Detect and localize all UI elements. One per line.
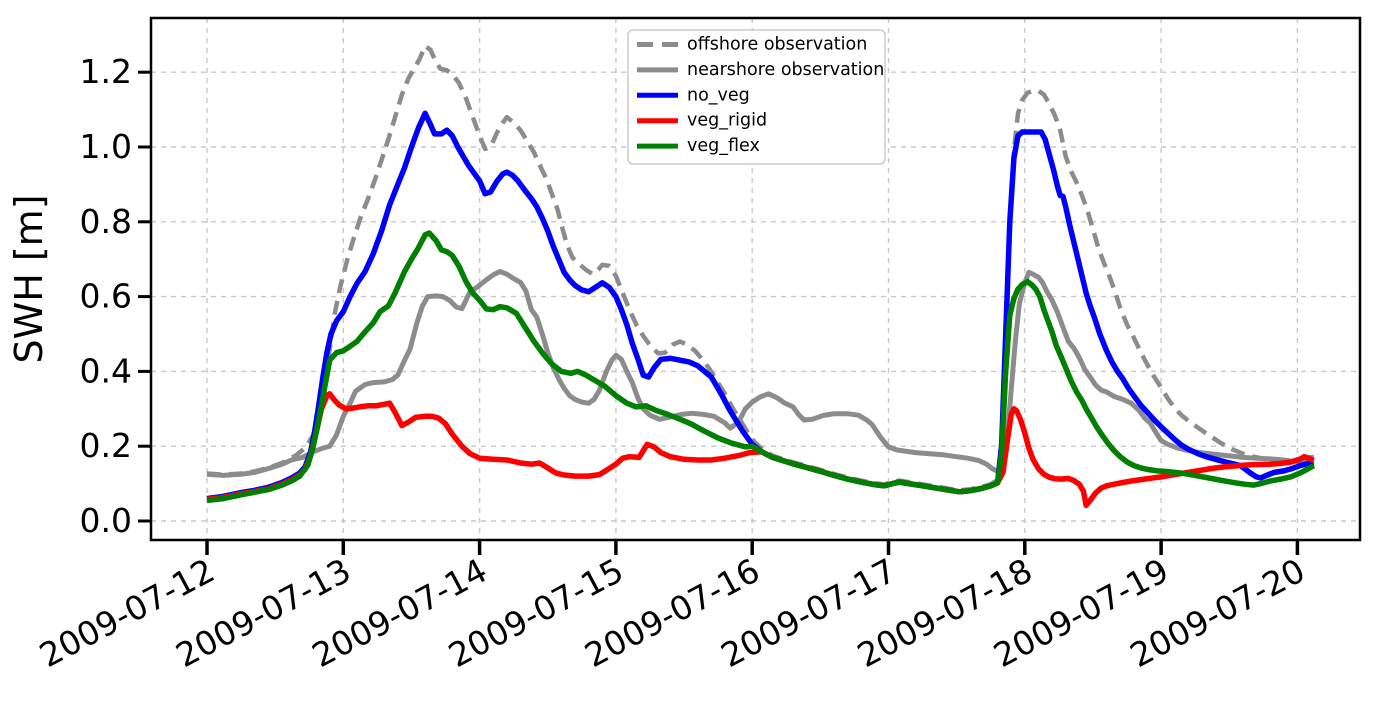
y-axis-label: SWH [m] bbox=[7, 194, 51, 363]
y-tick-label: 0.6 bbox=[80, 277, 132, 316]
legend-box bbox=[627, 29, 886, 165]
series-offshore-observation bbox=[206, 43, 1315, 493]
legend-label: nearshore observation bbox=[687, 60, 884, 80]
y-tick-label: 0.4 bbox=[80, 351, 132, 390]
y-tick-label: 0.0 bbox=[80, 501, 132, 540]
legend-label: veg_rigid bbox=[687, 111, 767, 131]
legend-label: offshore observation bbox=[687, 35, 867, 55]
y-tick-label: 0.2 bbox=[80, 426, 132, 465]
series-nearshore-observation bbox=[206, 269, 1314, 478]
y-tick-label: 1.0 bbox=[80, 127, 132, 166]
series-no-veg bbox=[206, 110, 1315, 502]
plot-border bbox=[149, 16, 1362, 542]
legend-label: no_veg bbox=[687, 85, 750, 105]
y-tick-label: 0.8 bbox=[80, 202, 132, 241]
y-tick-label: 1.2 bbox=[80, 52, 132, 91]
series-veg-flex bbox=[206, 230, 1316, 504]
legend-label: veg_flex bbox=[687, 136, 760, 156]
